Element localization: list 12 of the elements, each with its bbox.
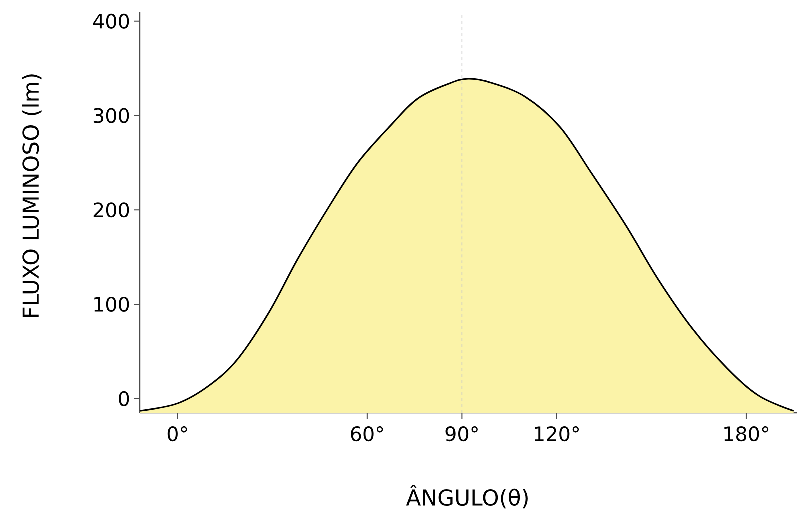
y-tick-label: 400 — [93, 14, 130, 29]
x-tick-label: 180° — [724, 426, 769, 442]
x-tick-label: 60° — [351, 426, 384, 442]
x-tick-label: 90° — [446, 426, 478, 442]
y-tick-label: 100 — [94, 296, 130, 312]
x-tick-label: 120° — [535, 426, 580, 442]
y-tick-label: 300 — [94, 108, 130, 124]
y-axis-title: FLUXO LUMINOSO (lm) — [22, 74, 42, 318]
x-tick-label: 0° — [168, 426, 188, 442]
y-tick-label: 200 — [94, 202, 130, 218]
y-tick-label: 0 — [119, 391, 130, 406]
x-axis-title: ÂNGULO(θ) — [406, 485, 528, 509]
